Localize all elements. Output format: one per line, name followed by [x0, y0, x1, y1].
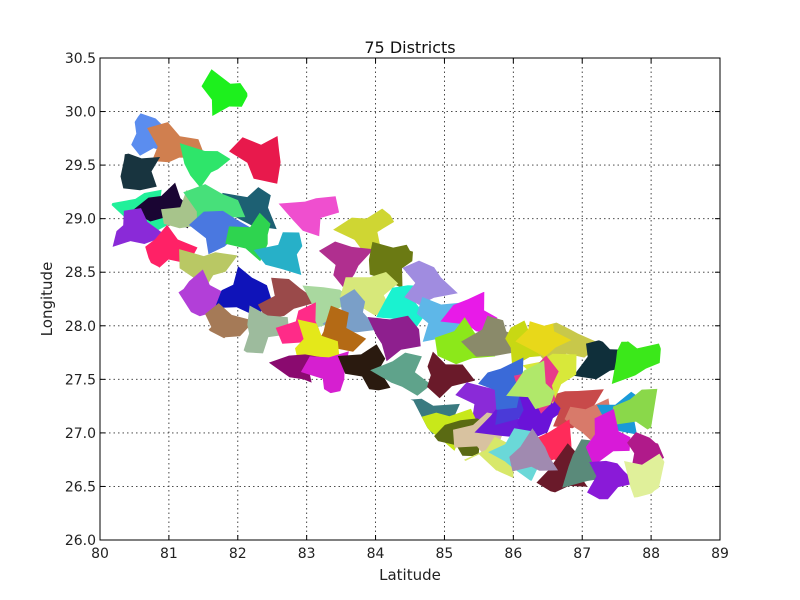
district-region — [624, 453, 665, 500]
x-tick-label: 89 — [711, 546, 729, 562]
district-region — [586, 460, 637, 500]
plot-frame — [99, 57, 721, 541]
y-axis-ticks: 26.0 26.5 27.0 27.5 28.0 28.5 29.0 29.5 30.0 30.5 — [65, 51, 720, 549]
district-region — [610, 388, 665, 430]
district-region — [229, 136, 281, 184]
district-region — [370, 352, 432, 396]
y-tick-label: 28.0 — [65, 319, 96, 335]
y-tick-label: 26.0 — [65, 533, 96, 549]
y-axis-label: Longitude — [38, 262, 56, 337]
district-region — [333, 208, 397, 253]
y-tick-label: 26.5 — [65, 479, 96, 495]
district-region — [179, 143, 231, 188]
district-region — [188, 210, 256, 255]
x-tick-label: 87 — [573, 546, 591, 562]
district-region — [253, 232, 303, 275]
y-tick-label: 27.5 — [65, 372, 96, 388]
x-axis-ticks: 80 81 82 83 84 85 86 87 88 89 — [91, 58, 729, 562]
district-region — [112, 208, 167, 247]
district-region — [509, 428, 558, 472]
x-tick-label: 86 — [504, 546, 522, 562]
x-tick-label: 83 — [298, 546, 316, 562]
x-tick-label: 85 — [436, 546, 454, 562]
district-region — [455, 382, 520, 421]
district-region — [515, 309, 572, 357]
district-region — [585, 409, 631, 466]
district-region — [337, 344, 391, 393]
district-region — [534, 320, 601, 365]
district-region — [295, 319, 340, 365]
district-region — [440, 291, 498, 336]
y-tick-label: 29.0 — [65, 212, 96, 228]
district-region — [214, 266, 273, 316]
x-tick-label: 84 — [367, 546, 385, 562]
y-tick-label: 27.0 — [65, 426, 96, 442]
y-tick-label: 29.5 — [65, 158, 96, 174]
district-region — [278, 196, 340, 237]
x-tick-label: 82 — [229, 546, 247, 562]
district-region — [427, 351, 475, 399]
x-axis-label: Latitude — [379, 566, 441, 584]
y-tick-label: 30.5 — [65, 51, 96, 67]
district-region — [179, 249, 238, 292]
district-region — [243, 305, 290, 354]
district-region — [257, 277, 319, 319]
district-region — [367, 315, 421, 362]
district-region — [318, 241, 374, 290]
x-tick-label: 80 — [91, 546, 109, 562]
y-tick-label: 28.5 — [65, 265, 96, 281]
x-tick-label: 88 — [642, 546, 660, 562]
district-region — [506, 360, 555, 410]
district-region — [402, 260, 458, 305]
district-regions — [104, 69, 665, 500]
district-region — [201, 69, 248, 116]
district-region — [478, 357, 524, 410]
y-tick-label: 30.0 — [65, 105, 96, 121]
x-tick-label: 81 — [160, 546, 178, 562]
chart-title: 75 Districts — [364, 38, 455, 57]
district-region — [300, 351, 349, 395]
district-region — [611, 337, 665, 384]
